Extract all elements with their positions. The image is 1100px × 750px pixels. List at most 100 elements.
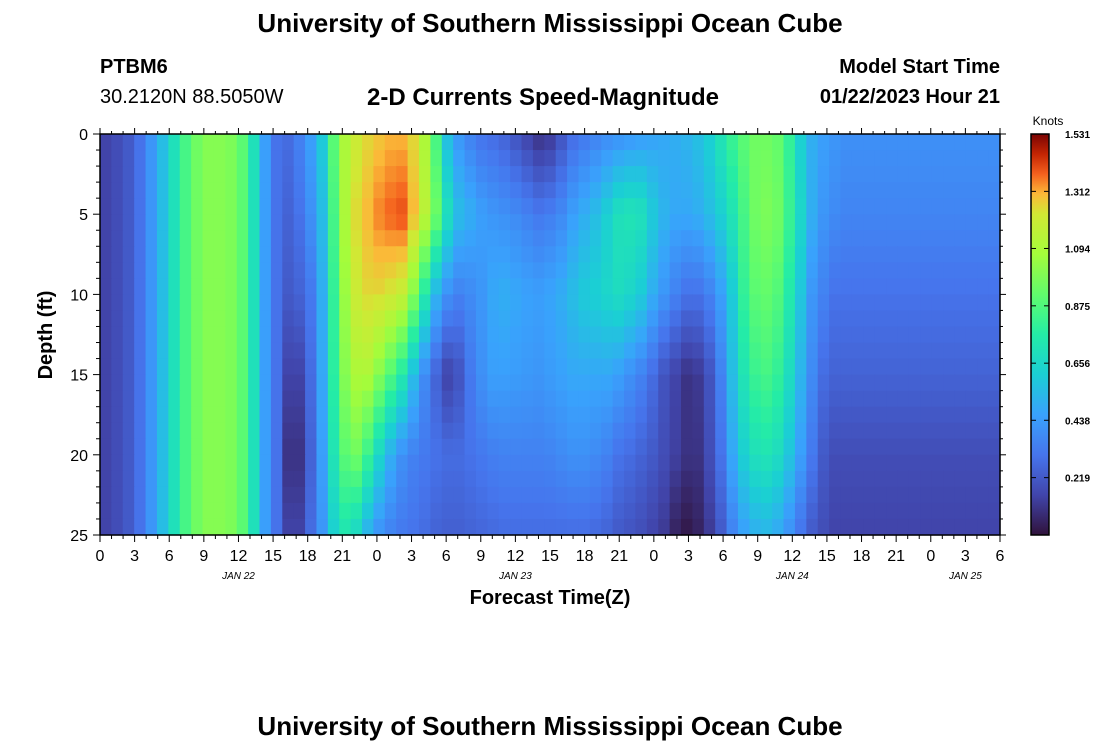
heatmap-cell xyxy=(897,262,910,279)
heatmap-cell xyxy=(908,150,921,167)
heatmap-cell xyxy=(943,294,956,312)
heatmap-cell xyxy=(111,246,124,263)
heatmap-cell xyxy=(430,278,443,295)
heatmap-cell xyxy=(646,422,659,440)
heatmap-cell xyxy=(931,230,944,247)
heatmap-cell xyxy=(111,358,124,376)
heatmap-cell xyxy=(772,294,785,312)
heatmap-cell xyxy=(988,502,1001,520)
heatmap-cell xyxy=(521,278,534,295)
heatmap-cell xyxy=(772,502,785,520)
heatmap-cell xyxy=(475,310,488,328)
heatmap-cell xyxy=(362,518,375,536)
heatmap-cell xyxy=(737,310,750,328)
heatmap-cell xyxy=(908,358,921,376)
heatmap-cell xyxy=(453,502,466,520)
heatmap-cell xyxy=(624,374,637,392)
heatmap-cell xyxy=(145,230,158,247)
heatmap-cell xyxy=(350,278,363,295)
heatmap-cell xyxy=(589,198,602,215)
heatmap-cell xyxy=(396,438,409,456)
heatmap-cell xyxy=(635,486,648,504)
heatmap-cell xyxy=(156,150,169,167)
heatmap-cell xyxy=(111,486,124,504)
heatmap-cell xyxy=(532,342,545,360)
heatmap-cell xyxy=(715,406,728,424)
heatmap-cell xyxy=(464,150,477,167)
heatmap-cell xyxy=(965,390,978,408)
heatmap-cell xyxy=(521,374,534,392)
heatmap-cell xyxy=(943,198,956,215)
heatmap-cell xyxy=(396,486,409,504)
heatmap-cell xyxy=(829,150,842,167)
heatmap-cell xyxy=(851,246,864,263)
heatmap-cell xyxy=(236,502,249,520)
heatmap-cell xyxy=(441,246,454,263)
heatmap-cell xyxy=(384,310,397,328)
heatmap-cell xyxy=(658,486,671,504)
heatmap-cell xyxy=(589,310,602,328)
heatmap-cell xyxy=(692,326,705,344)
heatmap-cell xyxy=(943,406,956,424)
heatmap-cell xyxy=(213,246,226,263)
heatmap-cell xyxy=(532,230,545,247)
heatmap-cell xyxy=(840,422,853,440)
heatmap-cell xyxy=(681,198,693,215)
heatmap-cell xyxy=(100,134,112,151)
heatmap-cell xyxy=(760,310,773,328)
heatmap-cell xyxy=(475,246,488,263)
heatmap-cell xyxy=(954,502,967,520)
heatmap-cell xyxy=(498,486,511,504)
heatmap-cell xyxy=(681,374,693,392)
heatmap-cell xyxy=(578,326,591,344)
heatmap-cell xyxy=(316,182,329,199)
heatmap-cell xyxy=(134,486,147,504)
heatmap-cell xyxy=(396,390,409,408)
heatmap-cell xyxy=(601,262,614,279)
heatmap-cell xyxy=(965,166,978,183)
heatmap-cell xyxy=(897,246,910,263)
heatmap-cell xyxy=(646,486,659,504)
heatmap-cell xyxy=(270,134,283,151)
heatmap-cell xyxy=(920,358,933,376)
heatmap-cell xyxy=(418,390,431,408)
heatmap-cell xyxy=(145,502,158,520)
heatmap-cell xyxy=(931,502,944,520)
heatmap-cell xyxy=(612,358,625,376)
heatmap-cell xyxy=(692,374,705,392)
heatmap-cell xyxy=(965,150,978,167)
heatmap-cell xyxy=(886,358,899,376)
heatmap-cell xyxy=(259,518,272,536)
heatmap-cell xyxy=(384,422,397,440)
heatmap-cell xyxy=(225,422,238,440)
heatmap-cell xyxy=(806,246,819,263)
heatmap-cell xyxy=(464,374,477,392)
model-start-time: 01/22/2023 Hour 21 xyxy=(819,86,1000,108)
heatmap-cell xyxy=(418,486,431,504)
heatmap-cell xyxy=(532,502,545,520)
heatmap-cell xyxy=(407,374,420,392)
heatmap-cell xyxy=(886,278,899,295)
heatmap-cell xyxy=(692,182,705,199)
heatmap-cell xyxy=(441,150,454,167)
heatmap-cell xyxy=(737,278,750,295)
heatmap-cell xyxy=(145,214,158,231)
heatmap-cell xyxy=(441,278,454,295)
heatmap-cell xyxy=(954,182,967,199)
heatmap-cell xyxy=(202,470,215,488)
heatmap-cell xyxy=(339,358,352,376)
heatmap-cell xyxy=(658,406,671,424)
heatmap-cell xyxy=(316,166,329,183)
x-tick-label: 18 xyxy=(853,548,871,565)
heatmap-cell xyxy=(589,454,602,472)
heatmap-cell xyxy=(373,390,386,408)
heatmap-cell xyxy=(248,326,261,344)
heatmap-cell xyxy=(316,198,329,215)
heatmap-cell xyxy=(430,486,443,504)
heatmap-cell xyxy=(339,518,352,536)
heatmap-cell xyxy=(441,342,454,360)
heatmap-cell xyxy=(430,518,443,536)
heatmap-cell xyxy=(692,454,705,472)
heatmap-cell xyxy=(202,390,215,408)
heatmap-cell xyxy=(612,310,625,328)
